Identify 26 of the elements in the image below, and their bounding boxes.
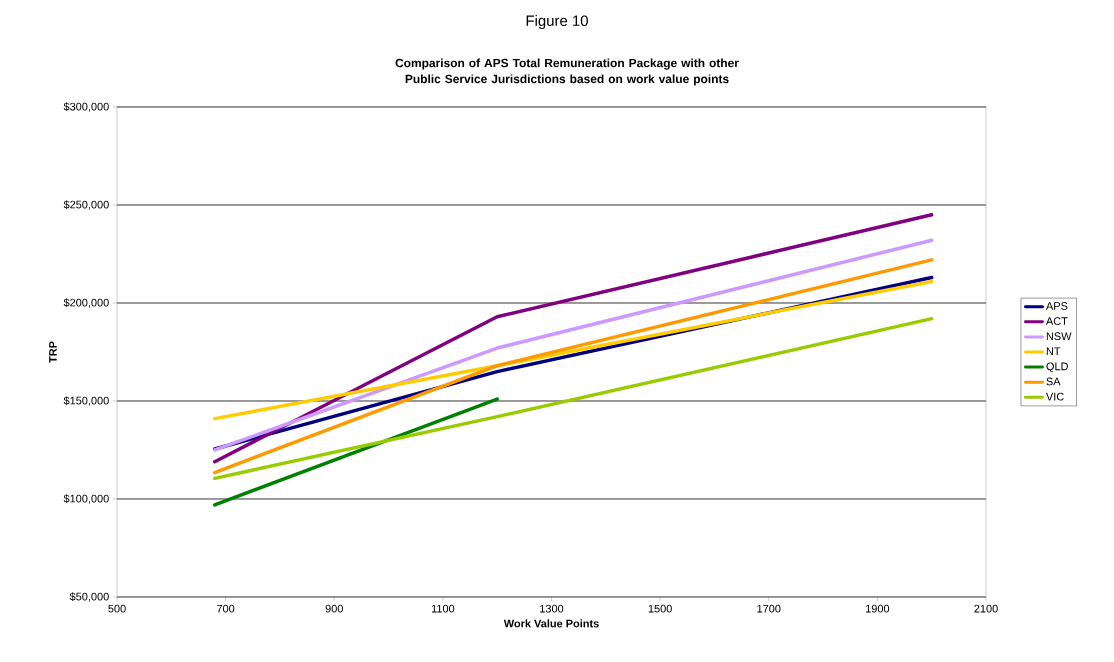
legend-label: ACT bbox=[1045, 317, 1068, 325]
legend-label: SA bbox=[1046, 377, 1061, 386]
x-tick-label: 500 bbox=[108, 604, 126, 613]
y-tick-label: $200,000 bbox=[63, 298, 109, 308]
legend-label: QLD bbox=[1046, 362, 1068, 373]
x-tick-label: 900 bbox=[325, 604, 343, 613]
chart-subtitle: Comparison of APS Total Remuneration Package with other Public Service Jurisdictions based on work value points bbox=[395, 58, 739, 86]
x-tick-label: 700 bbox=[217, 604, 235, 613]
y-tick-label: $50,000 bbox=[69, 592, 109, 602]
x-axis-title: Work Value Points bbox=[503, 619, 599, 628]
y-tick-label: $100,000 bbox=[63, 494, 109, 504]
chart-title: Figure 10 bbox=[526, 15, 588, 29]
x-tick-label: 1900 bbox=[866, 604, 890, 613]
y-tick-label: $300,000 bbox=[63, 102, 109, 112]
y-axis-title: TRP bbox=[49, 341, 57, 363]
y-tick-label: $150,000 bbox=[63, 396, 109, 406]
legend-label: VIC bbox=[1045, 392, 1064, 401]
x-tick-label: 1100 bbox=[431, 604, 455, 613]
y-tick-label: $250,000 bbox=[63, 200, 109, 210]
legend-label: APS bbox=[1045, 302, 1068, 310]
x-tick-label: 1500 bbox=[648, 604, 672, 613]
legend-label: NT bbox=[1046, 347, 1061, 356]
legend-label: NSW bbox=[1046, 332, 1072, 341]
x-tick-label: 2100 bbox=[974, 604, 998, 613]
x-tick-label: 1700 bbox=[757, 604, 781, 613]
x-tick-label: 1300 bbox=[540, 604, 564, 613]
